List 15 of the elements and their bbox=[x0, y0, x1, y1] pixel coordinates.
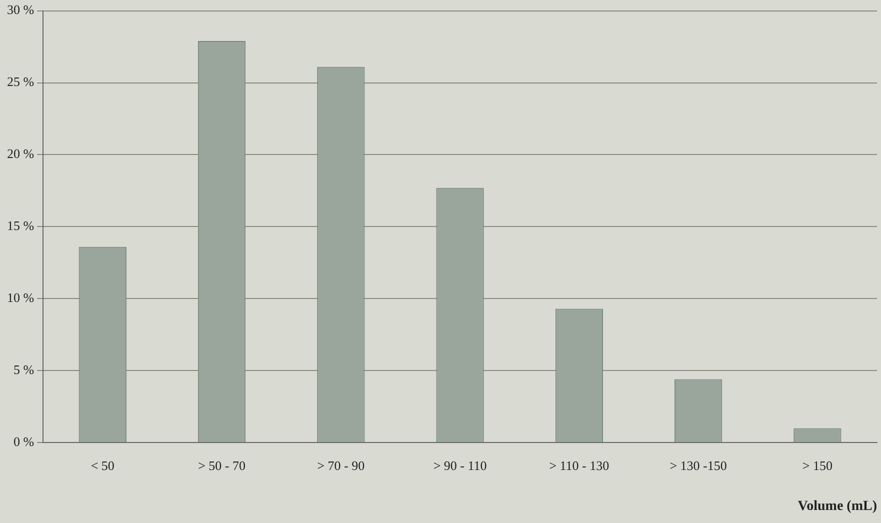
x-tick-label: > 90 - 110 bbox=[433, 458, 487, 473]
x-tick-label: > 50 - 70 bbox=[198, 458, 246, 473]
y-tick-label: 10 % bbox=[6, 290, 34, 306]
x-tick-label: > 130 -150 bbox=[670, 458, 727, 473]
y-tick-label: 0 % bbox=[13, 434, 34, 450]
x-tick-label: > 110 - 130 bbox=[549, 458, 610, 473]
y-tick-label: 20 % bbox=[6, 146, 34, 162]
y-tick-label: 30 % bbox=[6, 2, 34, 18]
y-tick-label: 25 % bbox=[6, 74, 34, 90]
y-tick-label: 15 % bbox=[6, 218, 34, 234]
y-tick-label: 5 % bbox=[13, 362, 34, 378]
x-tick-label: < 50 bbox=[90, 458, 114, 473]
x-axis-title: Volume (mL) bbox=[798, 499, 878, 514]
x-tick-label: > 150 bbox=[802, 458, 832, 473]
x-tick-label: > 70 - 90 bbox=[317, 458, 365, 473]
